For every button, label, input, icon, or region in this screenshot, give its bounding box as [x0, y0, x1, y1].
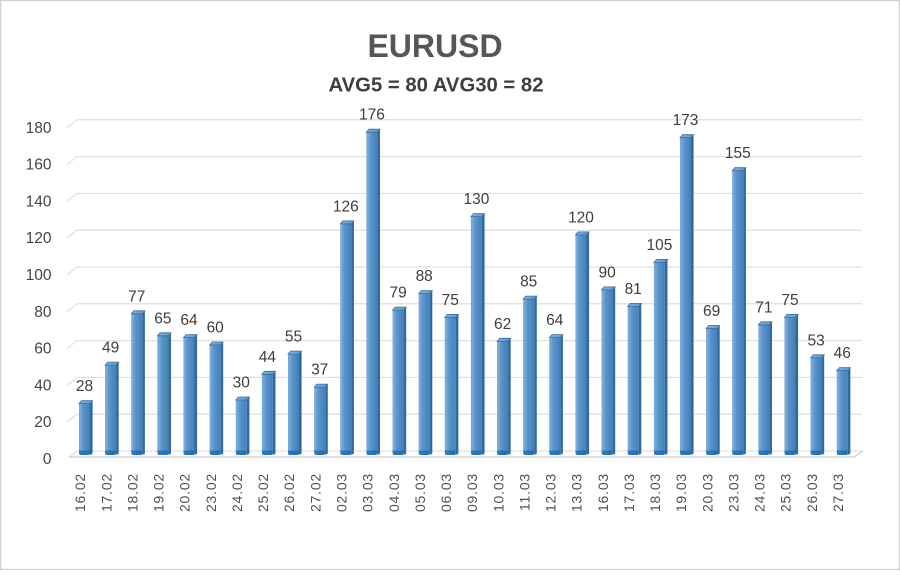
- svg-text:85: 85: [520, 274, 537, 291]
- svg-text:02.03: 02.03: [334, 473, 350, 512]
- svg-text:AVG5 = 80 AVG30 = 82: AVG5 = 80 AVG30 = 82: [329, 75, 544, 97]
- svg-text:11.03: 11.03: [516, 473, 532, 511]
- svg-text:77: 77: [128, 288, 145, 305]
- svg-text:62: 62: [494, 316, 511, 333]
- svg-text:26.02: 26.02: [281, 473, 297, 512]
- svg-text:88: 88: [416, 268, 433, 285]
- svg-text:17.03: 17.03: [621, 473, 637, 512]
- svg-text:105: 105: [646, 237, 672, 254]
- svg-text:30: 30: [233, 375, 251, 392]
- svg-text:79: 79: [389, 285, 406, 302]
- svg-text:120: 120: [26, 230, 52, 247]
- svg-text:09.03: 09.03: [464, 473, 480, 512]
- svg-text:155: 155: [725, 145, 751, 162]
- svg-text:19.02: 19.02: [151, 473, 167, 512]
- svg-text:126: 126: [333, 198, 359, 215]
- svg-text:46: 46: [834, 345, 851, 362]
- svg-text:19.03: 19.03: [673, 473, 689, 512]
- svg-text:06.03: 06.03: [438, 473, 454, 512]
- svg-text:75: 75: [442, 292, 459, 309]
- svg-text:20.03: 20.03: [699, 473, 715, 512]
- svg-text:64: 64: [180, 312, 198, 329]
- svg-text:05.03: 05.03: [412, 473, 428, 512]
- svg-text:69: 69: [703, 303, 720, 320]
- svg-text:25.03: 25.03: [778, 473, 794, 512]
- svg-text:16.03: 16.03: [595, 473, 611, 512]
- svg-text:60: 60: [207, 320, 225, 337]
- svg-text:26.03: 26.03: [804, 473, 820, 512]
- svg-text:40: 40: [34, 377, 52, 394]
- svg-text:53: 53: [807, 332, 824, 349]
- svg-text:24.02: 24.02: [229, 473, 245, 512]
- svg-text:100: 100: [26, 267, 52, 284]
- svg-text:173: 173: [673, 112, 699, 129]
- svg-text:17.02: 17.02: [98, 473, 114, 512]
- svg-text:18.02: 18.02: [125, 473, 141, 512]
- svg-text:27.03: 27.03: [830, 473, 846, 512]
- svg-text:0: 0: [43, 451, 52, 468]
- svg-text:65: 65: [154, 310, 171, 327]
- svg-text:25.02: 25.02: [255, 473, 271, 512]
- svg-text:12.03: 12.03: [543, 473, 559, 512]
- svg-text:04.03: 04.03: [386, 473, 402, 512]
- svg-text:130: 130: [463, 191, 489, 208]
- svg-text:140: 140: [26, 193, 52, 210]
- svg-text:23.02: 23.02: [203, 473, 219, 512]
- svg-text:49: 49: [102, 340, 119, 357]
- svg-text:10.03: 10.03: [490, 473, 506, 512]
- svg-text:180: 180: [26, 120, 52, 137]
- svg-text:64: 64: [546, 312, 564, 329]
- svg-text:20.02: 20.02: [177, 473, 193, 512]
- svg-text:20: 20: [34, 414, 52, 431]
- svg-text:16.02: 16.02: [72, 473, 88, 512]
- svg-text:75: 75: [781, 292, 798, 309]
- svg-text:23.03: 23.03: [726, 473, 742, 512]
- svg-text:120: 120: [568, 209, 594, 226]
- svg-text:03.03: 03.03: [360, 473, 376, 512]
- svg-text:90: 90: [598, 264, 616, 281]
- svg-text:60: 60: [34, 341, 52, 358]
- svg-text:55: 55: [285, 329, 302, 346]
- svg-text:71: 71: [755, 299, 772, 316]
- svg-text:176: 176: [359, 107, 385, 124]
- svg-text:80: 80: [34, 304, 52, 321]
- svg-text:13.03: 13.03: [569, 473, 585, 512]
- svg-text:81: 81: [625, 281, 642, 298]
- svg-text:18.03: 18.03: [647, 473, 663, 512]
- svg-text:37: 37: [311, 362, 328, 379]
- svg-text:28: 28: [76, 378, 93, 395]
- svg-text:24.03: 24.03: [752, 473, 768, 512]
- svg-text:EURUSD: EURUSD: [367, 28, 502, 64]
- svg-text:27.02: 27.02: [307, 473, 323, 512]
- svg-text:44: 44: [259, 349, 277, 366]
- svg-text:160: 160: [26, 157, 52, 174]
